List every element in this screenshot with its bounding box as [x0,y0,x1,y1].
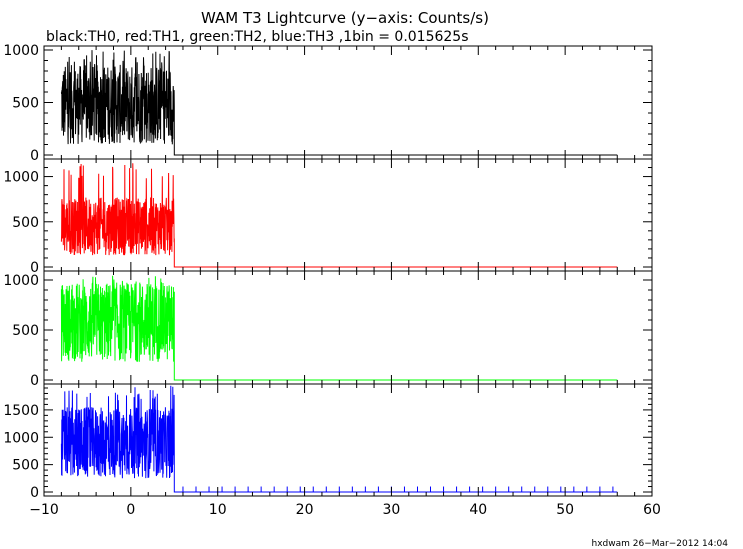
y-tick-label: 500 [12,96,39,112]
x-tick-label: −10 [29,502,59,518]
y-tick-label: 0 [30,260,39,276]
series-th2-line [60,275,618,381]
panel-th1: 0 500 1000 [3,158,653,276]
panel-th2: 0 500 1000 [3,270,653,389]
chart-subtitle: black:TH0, red:TH1, green:TH2, blue:TH3 … [46,29,469,45]
series-th3-line [60,385,618,493]
footer-credit: hxdwam 26−Mar−2012 14:04 [592,539,729,549]
y-tick-label: 1500 [3,403,39,419]
y-tick-label: 500 [12,215,39,231]
x-tick-label: 30 [383,502,401,518]
panel-th0: 0 500 1000 [3,43,653,164]
panel-th3: 0 500 1000 1500 [3,383,653,501]
y-tick-label: 0 [30,373,39,389]
y-tick-label: 500 [12,323,39,339]
y-tick-label: 0 [30,148,39,164]
x-tick-label: 40 [469,502,487,518]
panel-frame [43,383,653,497]
y-tick-label: 1000 [3,170,39,186]
x-axis: −10 0 10 20 30 40 50 60 [29,502,661,518]
y-tick-label: 1000 [3,43,39,59]
y-tick-label: 0 [30,485,39,501]
chart-title: WAM T3 Lightcurve (y−axis: Counts/s) [201,9,489,27]
y-tick-label: 500 [12,458,39,474]
series-th1-line [60,163,618,268]
x-tick-label: 50 [556,502,574,518]
x-tick-label: 20 [296,502,314,518]
series-th0-line [60,50,618,156]
y-tick-label: 1000 [3,273,39,289]
x-tick-label: 0 [126,502,135,518]
x-tick-label: 60 [643,502,661,518]
y-tick-label: 1000 [3,430,39,446]
x-tick-label: 10 [209,502,227,518]
